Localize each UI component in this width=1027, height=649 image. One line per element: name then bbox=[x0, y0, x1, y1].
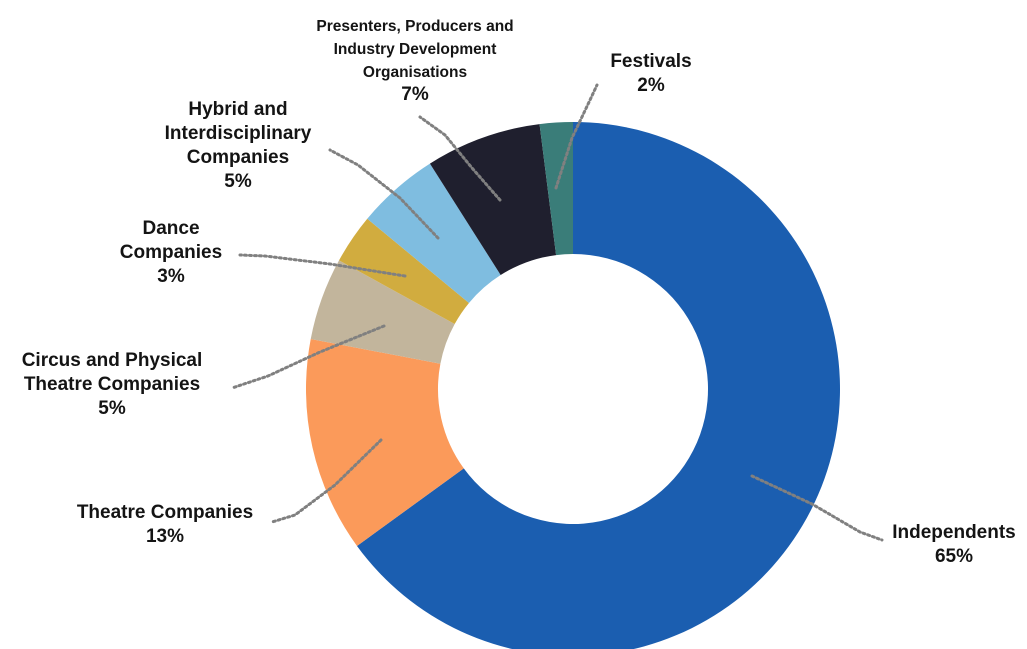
leader-line-independents bbox=[750, 474, 884, 542]
slice-label-presenters-producers: Presenters, Producers and Industry Develo… bbox=[316, 18, 513, 105]
slices-group bbox=[306, 122, 840, 649]
slice-label-line: Companies bbox=[120, 242, 222, 263]
leader-line-festivals bbox=[554, 83, 599, 190]
slice-presenters-producers bbox=[429, 124, 557, 276]
slice-label-line: Industry Development bbox=[334, 41, 497, 58]
slice-label-line: Organisations bbox=[363, 64, 467, 81]
leader-line-theatre-companies bbox=[270, 438, 383, 524]
slice-value-label: 65% bbox=[935, 546, 973, 567]
slice-value-label: 13% bbox=[146, 526, 184, 547]
leader-line-dance-companies bbox=[238, 253, 407, 278]
slice-label-line: Interdisciplinary bbox=[165, 123, 312, 144]
slice-circus-physical-theatre bbox=[310, 260, 455, 364]
slice-label-line: Companies bbox=[187, 147, 289, 168]
slice-label-dance-companies: Dance Companies 3% bbox=[120, 218, 222, 287]
slice-label-line: Dance bbox=[142, 218, 199, 239]
slice-label-line: Independents bbox=[892, 522, 1016, 543]
labels-group: Independents 65% Theatre Companies 13% Circu… bbox=[22, 18, 1016, 567]
slice-label-line: Theatre Companies bbox=[24, 374, 200, 395]
slice-value-label: 5% bbox=[98, 398, 126, 419]
slice-value-label: 3% bbox=[157, 266, 185, 287]
leader-line-presenters-producers bbox=[418, 115, 502, 202]
leader-line-hybrid-interdisciplinary bbox=[328, 148, 440, 240]
slice-value-label: 5% bbox=[224, 171, 252, 192]
slice-label-line: Presenters, Producers and bbox=[316, 18, 513, 35]
slice-label-hybrid-interdisciplinary: Hybrid and Interdisciplinary Companies 5% bbox=[165, 99, 312, 192]
slice-label-circus-physical-theatre: Circus and Physical Theatre Companies 5% bbox=[22, 350, 203, 419]
slice-label-independents: Independents 65% bbox=[892, 522, 1016, 567]
slice-theatre-companies bbox=[306, 338, 464, 546]
slice-dance-companies bbox=[339, 218, 469, 324]
slice-independents bbox=[356, 122, 840, 649]
slice-label-festivals: Festivals 2% bbox=[610, 51, 691, 96]
leader-lines-group bbox=[230, 83, 884, 542]
slice-label-line: Theatre Companies bbox=[77, 502, 253, 523]
slice-value-label: 7% bbox=[401, 84, 429, 105]
slice-label-line: Circus and Physical bbox=[22, 350, 203, 371]
slice-value-label: 2% bbox=[637, 75, 665, 96]
slice-label-line: Festivals bbox=[610, 51, 691, 72]
slice-label-line: Hybrid and bbox=[188, 99, 287, 120]
leader-line-circus-physical-theatre bbox=[230, 324, 386, 390]
slice-label-theatre-companies: Theatre Companies 13% bbox=[77, 502, 253, 547]
